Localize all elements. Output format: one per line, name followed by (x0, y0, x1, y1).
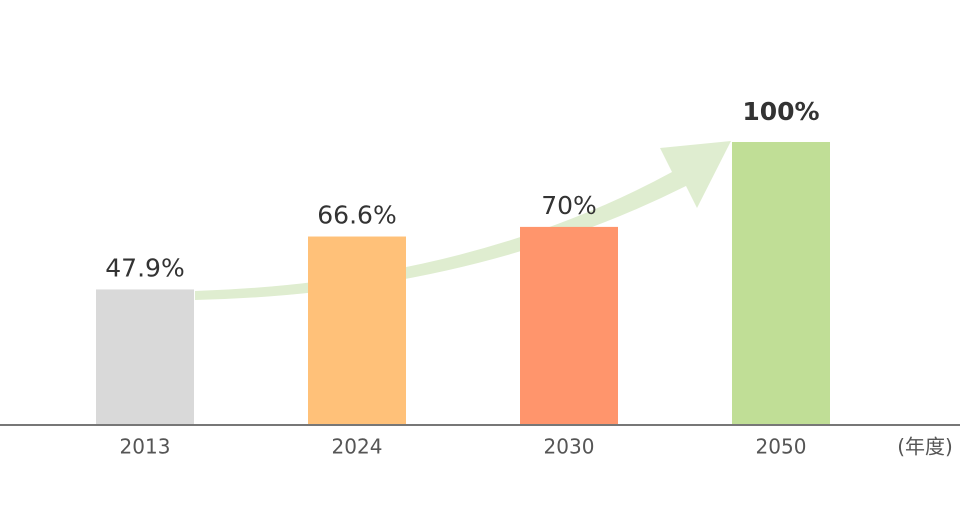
x-tick-label: 2050 (756, 435, 807, 459)
bar (520, 226, 618, 425)
x-axis-label: (年度) (897, 435, 953, 459)
bar (308, 236, 406, 425)
bar (96, 289, 194, 425)
value-label: 47.9% (105, 253, 184, 282)
trend-arrow (195, 141, 731, 300)
value-label: 66.6% (317, 201, 396, 230)
x-tick-label: 2030 (544, 435, 595, 459)
value-label: 100% (742, 97, 819, 126)
x-tick-label: 2024 (332, 435, 383, 459)
x-tick-label: 2013 (120, 435, 171, 459)
value-label: 70% (541, 191, 597, 220)
bar (732, 142, 830, 425)
